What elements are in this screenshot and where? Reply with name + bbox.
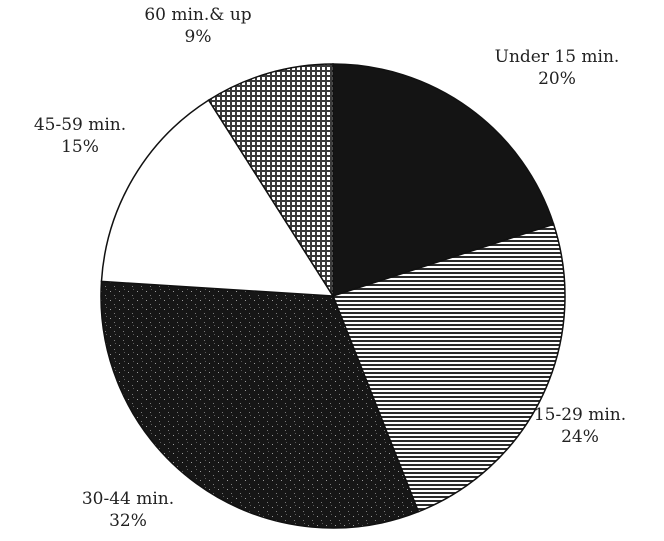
slice-category-label: 45-59 min. xyxy=(34,115,126,135)
slice-category-label: 60 min.& up xyxy=(144,5,251,25)
slice-label-4: 60 min.& up 9% xyxy=(144,5,251,47)
slice-percent-label: 20% xyxy=(538,69,576,89)
slice-label-0: Under 15 min. 20% xyxy=(495,47,620,89)
slice-label-1: 15-29 min. 24% xyxy=(534,405,626,447)
slice-label-3: 45-59 min. 15% xyxy=(34,115,126,157)
slice-category-label: 30-44 min. xyxy=(82,489,174,509)
pie-labels: Under 15 min. 20% 15-29 min. 24% 30-44 min. 3… xyxy=(34,5,626,531)
slice-category-label: 15-29 min. xyxy=(534,405,626,425)
pie-slice-1 xyxy=(332,223,566,513)
slice-percent-label: 32% xyxy=(109,511,147,531)
pie-slices xyxy=(100,63,566,529)
pie-slice-4 xyxy=(207,63,334,299)
slice-percent-label: 9% xyxy=(185,27,212,47)
slice-percent-label: 15% xyxy=(61,137,99,157)
slice-category-label: Under 15 min. xyxy=(495,47,620,67)
slice-label-2: 30-44 min. 32% xyxy=(82,489,174,531)
pie-slice-0 xyxy=(332,63,555,298)
pie-slice-3 xyxy=(100,99,335,297)
slice-percent-label: 24% xyxy=(561,427,599,447)
pie-slice-2 xyxy=(100,280,420,529)
